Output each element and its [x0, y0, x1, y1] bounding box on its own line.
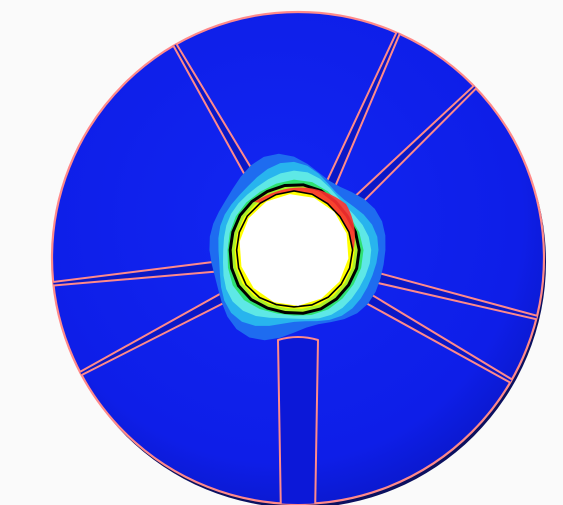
slot-bottom — [277, 336, 319, 504]
central-bore-hole — [239, 194, 349, 306]
